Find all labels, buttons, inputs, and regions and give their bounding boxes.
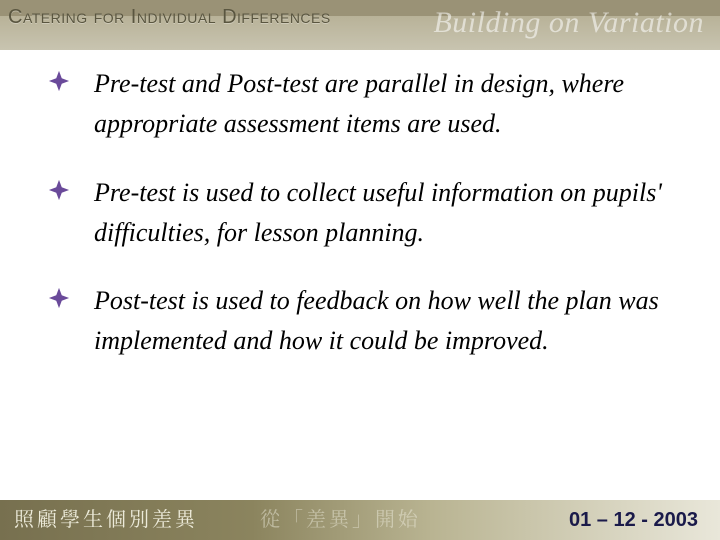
header-band: Catering for Individual Differences Buil… xyxy=(0,0,720,50)
list-item: Post-test is used to feedback on how wel… xyxy=(40,281,680,362)
header-title: Catering for Individual Differences xyxy=(8,6,331,29)
header-subtitle: Building on Variation xyxy=(433,6,704,40)
footer-band: 照顧學生個別差異 從「差異」開始 01 – 12 - 2003 xyxy=(0,500,720,540)
bullet-text: Pre-test is used to collect useful infor… xyxy=(94,178,662,247)
content-area: Pre-test and Post-test are parallel in d… xyxy=(40,64,680,390)
footer-mid-text: 從「差異」開始 xyxy=(260,503,421,532)
diamond-bullet-icon xyxy=(48,70,70,92)
diamond-bullet-icon xyxy=(48,179,70,201)
bullet-text: Post-test is used to feedback on how wel… xyxy=(94,286,659,355)
footer-left-text: 照顧學生個別差異 xyxy=(14,503,198,532)
list-item: Pre-test and Post-test are parallel in d… xyxy=(40,64,680,145)
bullet-list: Pre-test and Post-test are parallel in d… xyxy=(40,64,680,362)
footer-date: 01 – 12 - 2003 xyxy=(569,509,698,532)
bullet-text: Pre-test and Post-test are parallel in d… xyxy=(94,69,624,138)
diamond-bullet-icon xyxy=(48,287,70,309)
slide: Catering for Individual Differences Buil… xyxy=(0,0,720,540)
list-item: Pre-test is used to collect useful infor… xyxy=(40,173,680,254)
